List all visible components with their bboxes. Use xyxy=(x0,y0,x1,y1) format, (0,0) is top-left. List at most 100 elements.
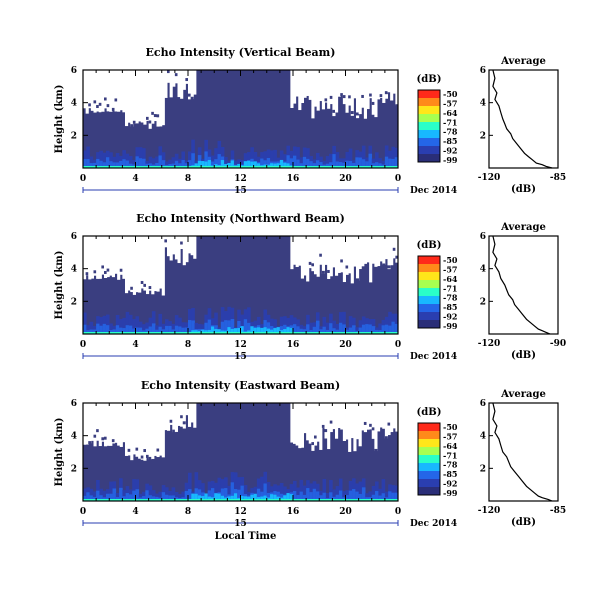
y-axis-label: Height (km) xyxy=(54,85,65,154)
colorbar-segment xyxy=(418,479,440,488)
profile-y-tick-label: 2 xyxy=(480,131,486,141)
missing-data-region xyxy=(83,403,399,461)
colorbar-unit: (dB) xyxy=(417,74,442,85)
colorbar-segment xyxy=(418,280,440,289)
profile-title: Average xyxy=(500,389,546,400)
profile-y-tick-label: 2 xyxy=(480,464,486,474)
missing-data-region xyxy=(83,236,399,296)
date-month-label: Dec 2014 xyxy=(410,519,457,529)
profile-frame xyxy=(488,402,559,502)
y-tick-label: 2 xyxy=(71,131,77,141)
profile-x-tick-label: -120 xyxy=(478,339,501,349)
colorbar-frame xyxy=(417,89,441,163)
colorbar-label: -92 xyxy=(443,479,457,489)
panel-title: Echo Intensity (Northward Beam) xyxy=(136,212,345,225)
x-tick-label: 20 xyxy=(339,507,352,517)
panel-2: Echo Intensity (Eastward Beam) 6 4 20 4 8 12 16… xyxy=(54,379,566,542)
colorbar-segment xyxy=(418,122,440,131)
x-tick-label: 4 xyxy=(132,340,138,350)
colorbar-label: -99 xyxy=(443,321,458,331)
colorbar-label: -71 xyxy=(443,450,457,460)
colorbar-label: -71 xyxy=(443,283,457,293)
colorbar-segment xyxy=(418,146,440,155)
profile-y-tick-label: 4 xyxy=(480,432,486,442)
colorbar-unit: (dB) xyxy=(417,407,442,418)
colorbar-label: -57 xyxy=(443,264,457,274)
profile-y-tick-label: 6 xyxy=(480,399,486,409)
date-day-label: 15 xyxy=(234,519,247,529)
x-tick-label: 20 xyxy=(339,340,352,350)
profile-x-tick-label: -90 xyxy=(550,339,566,349)
profile-x-tick-label: -85 xyxy=(550,506,566,516)
date-month-label: Dec 2014 xyxy=(410,352,457,362)
colorbar-segment xyxy=(418,264,440,273)
colorbar-label: -92 xyxy=(443,312,457,322)
colorbar-label: -99 xyxy=(443,155,458,165)
x-tick-label: 12 xyxy=(234,174,247,184)
colorbar-segment xyxy=(418,98,440,107)
y-tick-label: 2 xyxy=(71,297,77,307)
y-tick-label: 2 xyxy=(71,464,77,474)
profile-y-tick-label: 6 xyxy=(480,66,486,76)
colorbar-frame xyxy=(417,255,441,329)
colorbar-segment xyxy=(418,272,440,281)
colorbar-label: -57 xyxy=(443,98,457,108)
x-tick-label: 0 xyxy=(395,174,401,184)
profile-line xyxy=(492,69,553,169)
colorbar-unit: (dB) xyxy=(417,240,442,251)
x-tick-label: 16 xyxy=(287,507,300,517)
profile-title: Average xyxy=(500,222,546,233)
profile-x-tick-label: -120 xyxy=(478,506,501,516)
colorbar-segment xyxy=(418,439,440,448)
colorbar-label: -64 xyxy=(443,108,458,118)
colorbar-segment xyxy=(418,304,440,313)
colorbar-segment xyxy=(418,487,440,496)
colorbar-label: -85 xyxy=(443,136,457,146)
x-tick-label: 8 xyxy=(185,340,191,350)
date-month-label: Dec 2014 xyxy=(410,186,457,196)
profile-y-tick-label: 2 xyxy=(480,297,486,307)
colorbar-label: -57 xyxy=(443,431,457,441)
x-tick-label: 0 xyxy=(80,340,86,350)
colorbar-segment xyxy=(418,288,440,297)
colorbar-segment xyxy=(418,138,440,147)
colorbar-segment xyxy=(418,463,440,472)
colorbar-segment xyxy=(418,471,440,480)
x-tick-label: 16 xyxy=(287,174,300,184)
x-tick-label: 12 xyxy=(234,507,247,517)
colorbar-segment xyxy=(418,114,440,123)
colorbar-segment xyxy=(418,431,440,440)
near-ground-echo xyxy=(83,471,399,501)
y-tick-label: 6 xyxy=(71,66,77,76)
colorbar-label: -64 xyxy=(443,274,458,284)
colorbar-label: -50 xyxy=(443,89,458,99)
colorbar-label: -99 xyxy=(443,488,458,498)
colorbar-label: -78 xyxy=(443,127,458,137)
x-tick-label: 0 xyxy=(80,174,86,184)
colorbar-label: -92 xyxy=(443,146,457,156)
profile-y-tick-label: 4 xyxy=(480,265,486,275)
colorbar-segment xyxy=(418,90,440,99)
profile-x-axis-label: (dB) xyxy=(511,517,536,528)
colorbar-frame xyxy=(417,422,441,496)
colorbar-segment xyxy=(418,312,440,321)
profile-line xyxy=(492,402,553,502)
x-tick-label: 8 xyxy=(185,507,191,517)
date-day-label: 15 xyxy=(234,352,247,362)
x-tick-label: 4 xyxy=(132,507,138,517)
x-tick-label: 16 xyxy=(287,340,300,350)
colorbar-segment xyxy=(418,130,440,139)
y-tick-label: 6 xyxy=(71,232,77,242)
profile-x-axis-label: (dB) xyxy=(511,350,536,361)
x-tick-label: 12 xyxy=(234,340,247,350)
colorbar-segment xyxy=(418,256,440,265)
profile-x-tick-label: -120 xyxy=(478,173,501,183)
colorbar-segment xyxy=(418,423,440,432)
colorbar-segment xyxy=(418,296,440,305)
colorbar-label: -85 xyxy=(443,302,457,312)
colorbar-segment xyxy=(418,455,440,464)
panel-title: Echo Intensity (Eastward Beam) xyxy=(141,379,340,392)
